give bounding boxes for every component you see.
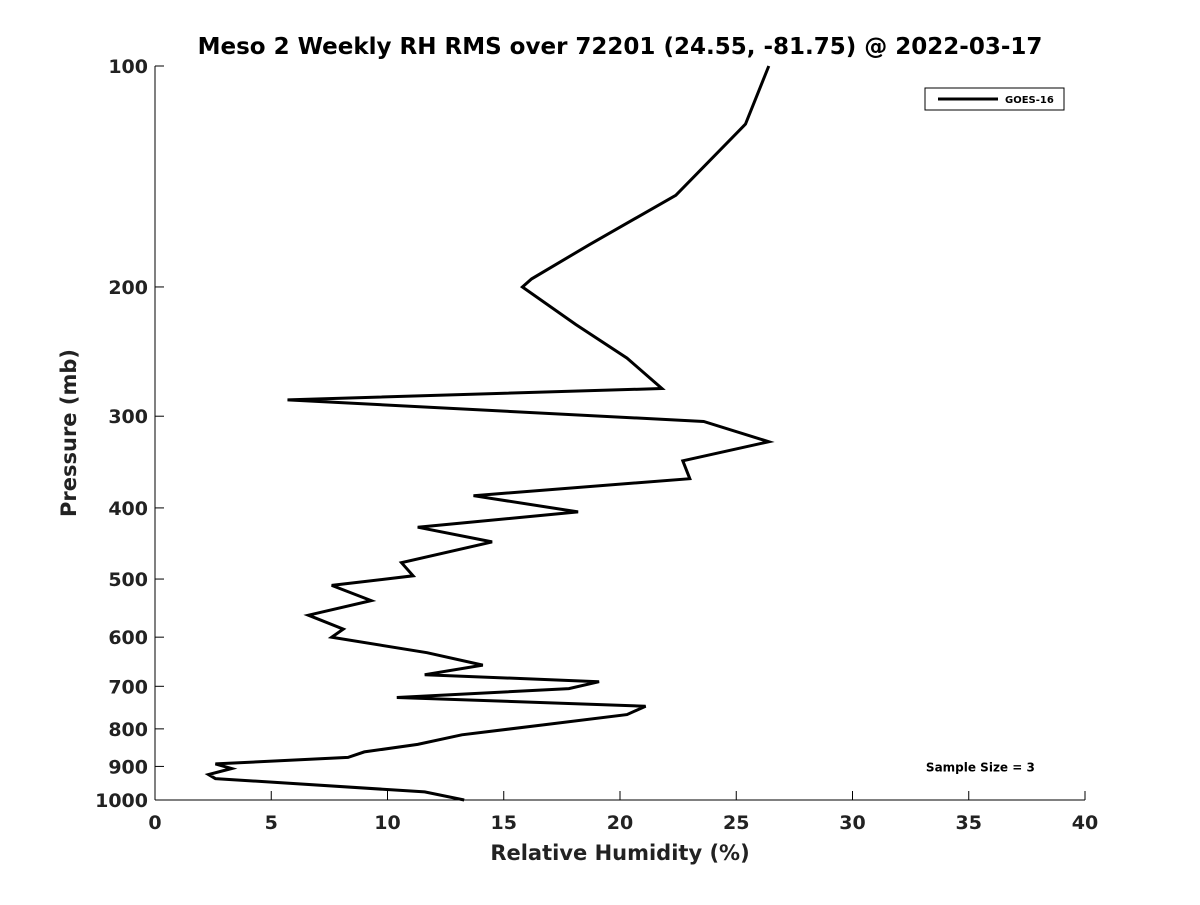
legend: GOES-16 — [924, 87, 1065, 111]
axes — [154, 66, 1085, 801]
y-tick-label: 400 — [108, 498, 148, 520]
x-ticks: 0 5 10 15 20 25 30 35 40 — [148, 791, 1098, 834]
y-axis-label: Pressure (mb) — [57, 349, 81, 517]
x-tick-label: 20 — [607, 812, 633, 834]
legend-entry-goes16: GOES-16 — [1005, 95, 1054, 106]
x-tick-label: 25 — [723, 812, 749, 834]
series-line-goes-16 — [204, 65, 775, 802]
y-tick-label: 300 — [108, 406, 148, 428]
y-tick-label: 1000 — [95, 790, 148, 812]
y-tick-label: 700 — [108, 676, 148, 698]
x-tick-label: 0 — [148, 812, 161, 834]
x-axis-label: Relative Humidity (%) — [490, 841, 749, 865]
x-tick-label: 40 — [1072, 812, 1098, 834]
x-tick-label: 35 — [956, 812, 982, 834]
y-tick-label: 800 — [108, 719, 148, 741]
y-tick-label: 200 — [108, 277, 148, 299]
y-tick-label: 900 — [108, 756, 148, 778]
y-ticks: 100 200 300 400 500 600 700 800 900 1000 — [95, 56, 164, 812]
series-layer — [204, 65, 775, 802]
x-tick-label: 10 — [374, 812, 400, 834]
y-tick-label: 100 — [108, 56, 148, 78]
y-tick-label: 600 — [108, 627, 148, 649]
x-tick-label: 15 — [491, 812, 517, 834]
sample-size-annotation: Sample Size = 3 — [926, 760, 1035, 774]
y-tick-label: 500 — [108, 569, 148, 591]
annotation-layer: Sample Size = 3 — [926, 760, 1035, 774]
x-tick-label: 30 — [839, 812, 865, 834]
chart-title: Meso 2 Weekly RH RMS over 72201 (24.55, … — [198, 34, 1043, 60]
x-tick-label: 5 — [265, 812, 278, 834]
